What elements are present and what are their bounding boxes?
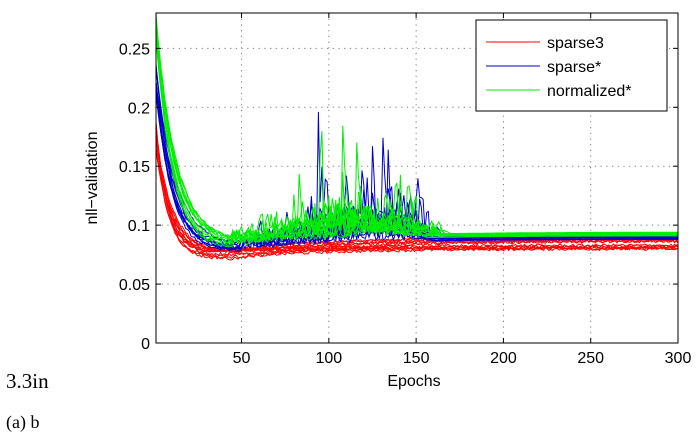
x-axis-label: Epochs xyxy=(387,373,440,390)
series-line-sparse3 xyxy=(155,122,679,260)
legend: sparse3 sparse* normalized* xyxy=(475,19,668,112)
plot-frame xyxy=(155,12,679,344)
legend-label: sparse3 xyxy=(547,35,604,52)
x-tick-label: 300 xyxy=(665,350,692,367)
stray-size-text: 3.3in xyxy=(6,369,49,393)
legend-label: sparse* xyxy=(547,59,601,76)
y-tick-label: 0.2 xyxy=(128,100,150,117)
x-tick-label: 250 xyxy=(577,350,604,367)
y-tick-label: 0 xyxy=(141,336,150,353)
y-tick-label: 0.15 xyxy=(119,159,150,176)
legend-label: normalized* xyxy=(547,83,631,100)
y-tick-label: 0.1 xyxy=(128,218,150,235)
y-tick-label: 0.05 xyxy=(119,277,150,294)
series-line-normalized-star xyxy=(155,32,678,242)
x-tick-label: 150 xyxy=(403,350,430,367)
x-tick-label: 100 xyxy=(315,350,342,367)
ticks: 50 100 150 200 250 300 0 0.05 0.1 0.15 0.2 0.25 xyxy=(119,13,692,367)
series-line-sparse3 xyxy=(155,139,679,261)
x-tick-label: 50 xyxy=(233,350,251,367)
series-line-sparse3 xyxy=(155,127,679,253)
y-tick-label: 0.25 xyxy=(119,41,150,58)
figure-caption: (a) b xyxy=(6,412,40,432)
y-axis-label: nll−validation xyxy=(84,132,101,225)
x-tick-label: 200 xyxy=(490,350,517,367)
series-layer xyxy=(155,14,679,261)
